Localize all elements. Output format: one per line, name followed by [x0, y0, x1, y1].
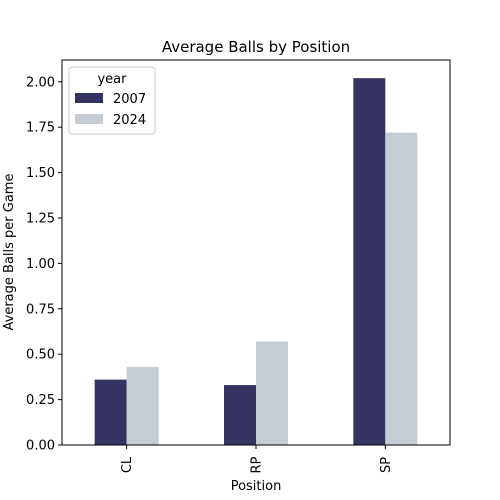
- legend: year 2007 2024: [68, 66, 156, 135]
- y-tick-label: 0.25: [26, 393, 55, 408]
- bar-2024-SP: [385, 132, 418, 445]
- x-tick-label: RP: [250, 456, 265, 473]
- x-axis-label: Position: [231, 479, 282, 494]
- y-tick-label: 1.50: [26, 166, 55, 181]
- bar-2007-CL: [94, 379, 127, 445]
- legend-swatch-2007: [75, 93, 103, 103]
- bar-2024-CL: [126, 366, 159, 445]
- y-tick-label: 1.75: [26, 121, 55, 136]
- x-tick-label: SP: [379, 457, 394, 473]
- y-tick-label: 1.00: [26, 257, 55, 272]
- y-tick-label: 1.25: [26, 211, 55, 226]
- chart-title: Average Balls by Position: [162, 38, 350, 56]
- y-tick-label: 2.00: [26, 75, 55, 90]
- legend-title: year: [97, 72, 127, 87]
- legend-swatch-2024: [75, 114, 103, 124]
- y-tick-label: 0.75: [26, 302, 55, 317]
- y-tick-label: 0.50: [26, 348, 55, 363]
- legend-label-2024: 2024: [113, 113, 146, 128]
- bar-2007-RP: [224, 385, 256, 445]
- plot-area: 0.00 0.25 0.50 0.75 1.00 1.25 1.50 1.75 2.00 CL RP…: [26, 75, 418, 473]
- y-tick-label: 0.00: [26, 439, 55, 454]
- y-axis-label: Average Balls per Game: [2, 174, 17, 331]
- x-tick-label: CL: [120, 456, 135, 473]
- bar-2007-SP: [353, 78, 386, 446]
- plot-frame: [61, 59, 451, 446]
- legend-label-2007: 2007: [113, 92, 146, 107]
- bar-2024-RP: [256, 341, 288, 445]
